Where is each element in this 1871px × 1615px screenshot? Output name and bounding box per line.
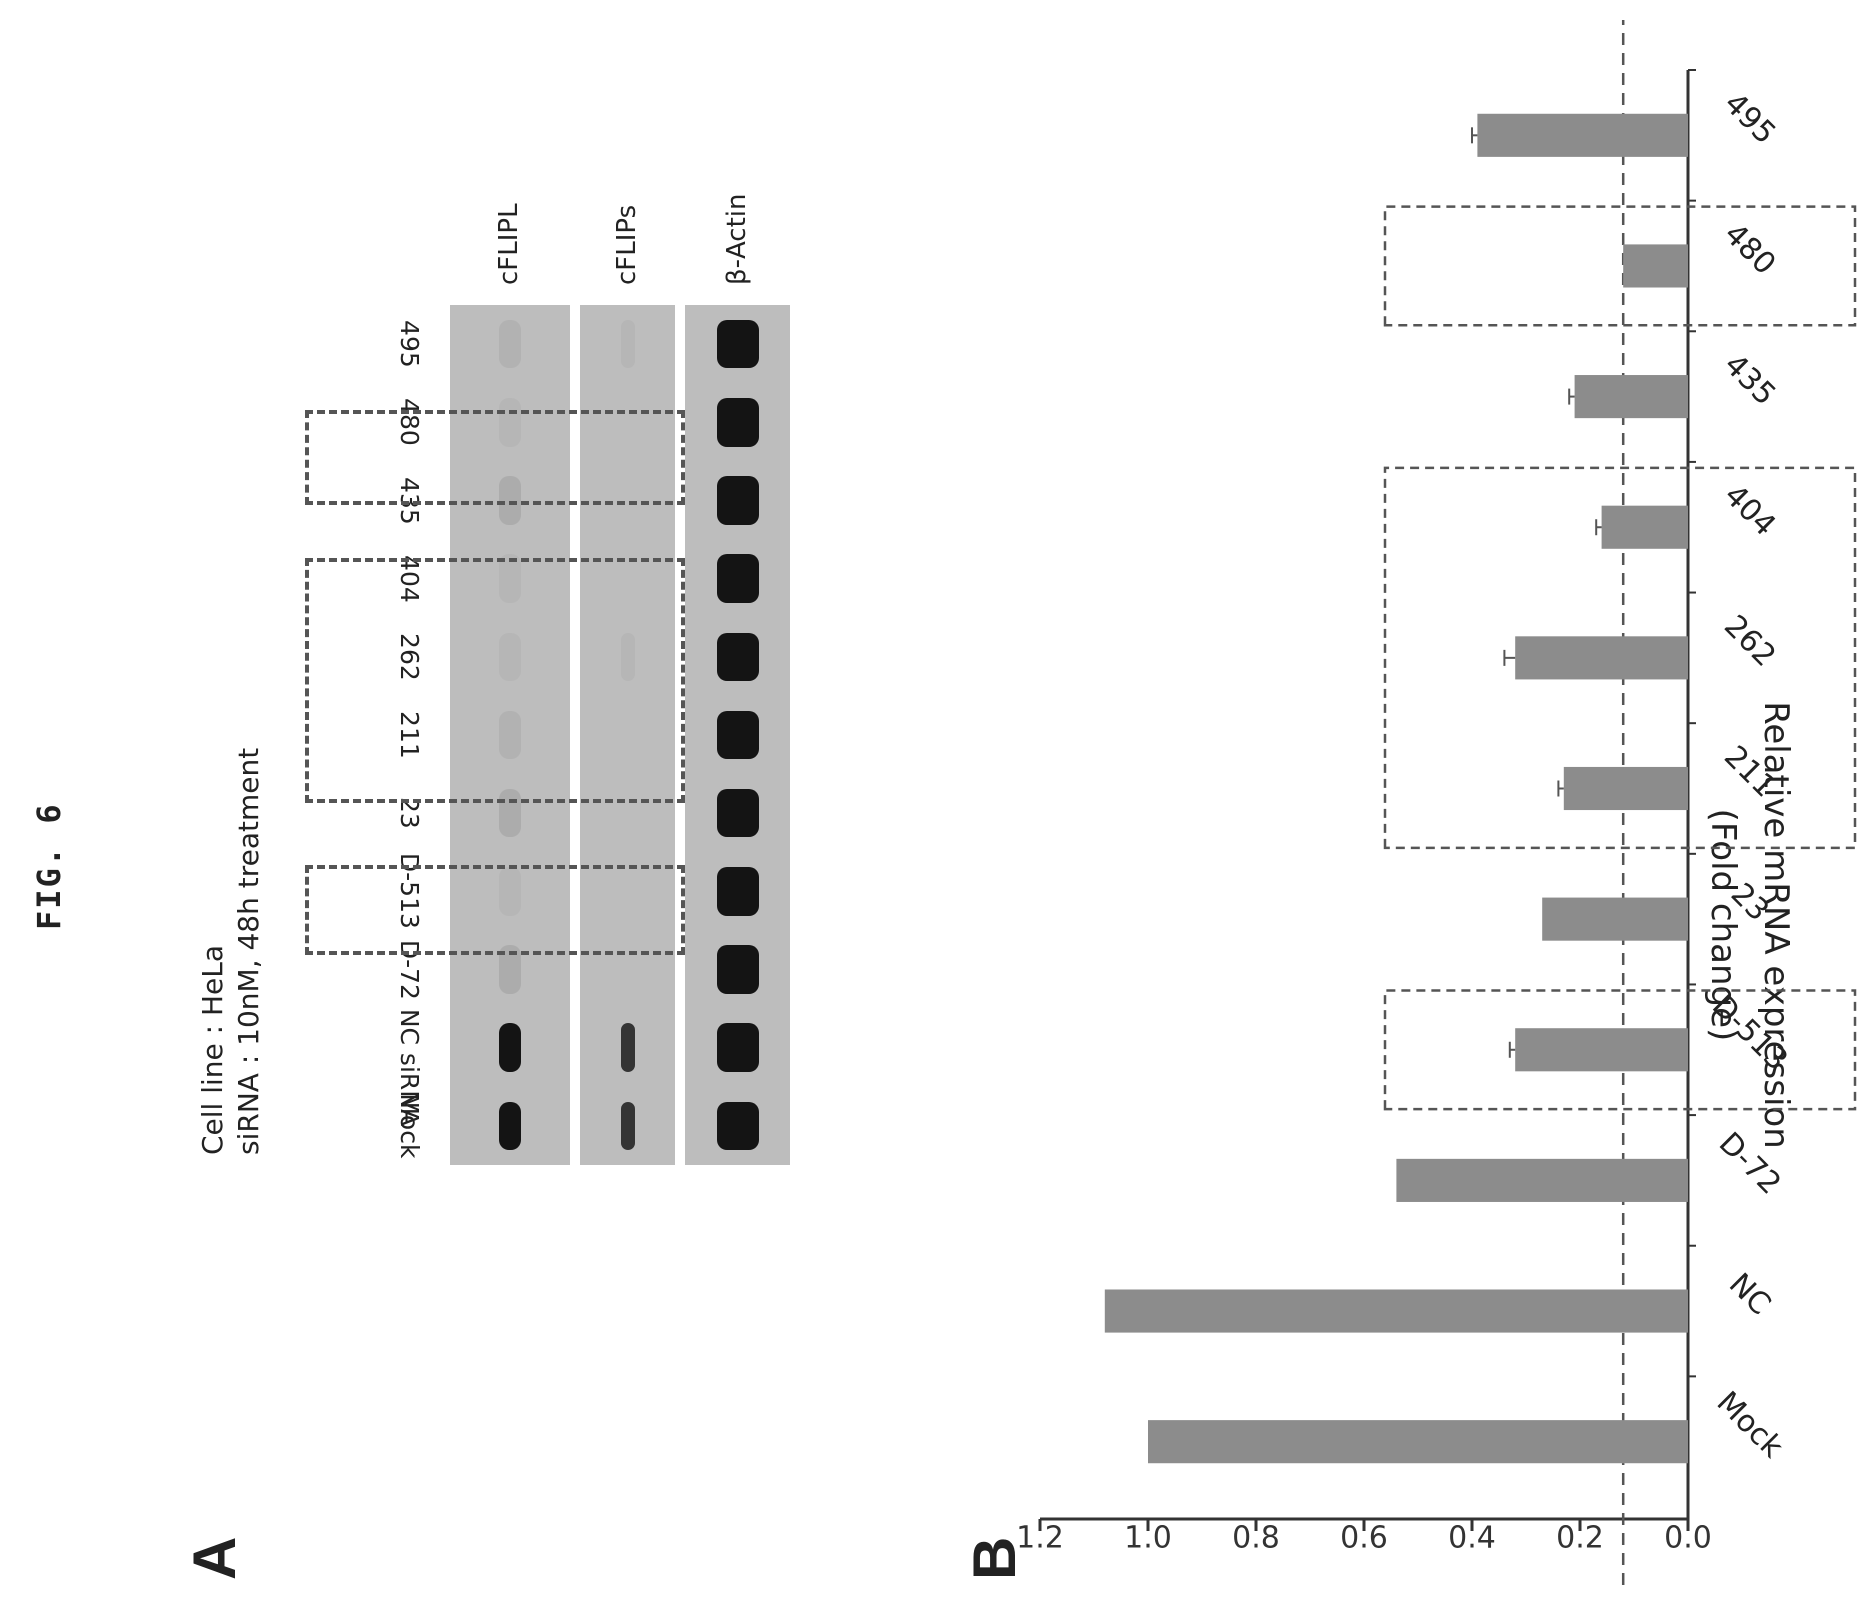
bar-NC [1104,1289,1689,1333]
category-label-495: 495 [1717,86,1782,151]
y-tick-label: 0.0 [1664,1521,1712,1556]
category-label-404: 404 [1717,478,1782,543]
y-tick-label: 1.0 [1124,1521,1172,1556]
bar-262 [1515,636,1688,680]
category-label-Mock: Mock [1710,1385,1790,1465]
category-label-480: 480 [1717,217,1782,282]
chart-highlight-box-1 [1383,466,1857,850]
bar-D-72 [1396,1158,1689,1202]
bar-D-513 [1515,1028,1688,1072]
y-tick-label: 0.8 [1232,1521,1280,1556]
bar-495 [1477,113,1689,157]
bar-435 [1574,375,1688,419]
bar-404 [1601,505,1688,549]
y-tick-label: 1.2 [1016,1521,1064,1556]
category-label-262: 262 [1717,609,1782,674]
chart-highlight-box-2 [1383,205,1857,327]
chart-highlight-box-0 [1383,989,1857,1111]
y-tick-label: 0.4 [1448,1521,1496,1556]
category-label-435: 435 [1717,347,1782,412]
bar-480 [1623,244,1688,288]
category-label-NC: NC [1722,1267,1777,1322]
bar-23 [1542,897,1688,941]
bar-211 [1563,766,1689,811]
y-axis-title-line1: Relative mRNA expression [1756,701,1796,1149]
bar-Mock [1148,1420,1688,1464]
y-tick-label: 0.2 [1556,1521,1604,1556]
y-tick-label: 0.6 [1340,1521,1388,1556]
y-axis-title-line2: (Fold change) [1703,809,1743,1042]
